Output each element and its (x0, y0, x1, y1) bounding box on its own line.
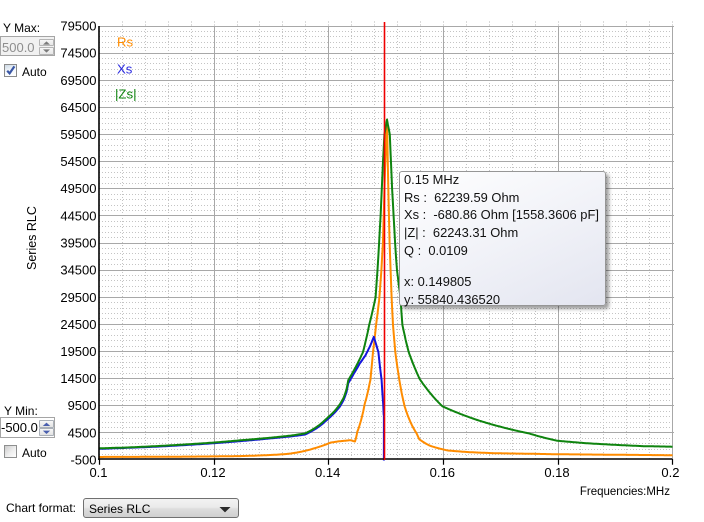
svg-text:49500: 49500 (60, 181, 96, 196)
svg-text:54500: 54500 (60, 154, 96, 169)
svg-text:0.18: 0.18 (544, 465, 569, 480)
svg-text:34500: 34500 (60, 263, 96, 278)
svg-text:19500: 19500 (60, 344, 96, 359)
svg-text:29500: 29500 (60, 290, 96, 305)
svg-text:24500: 24500 (60, 317, 96, 332)
svg-text:0.16: 0.16 (430, 465, 455, 480)
svg-text:Xs: Xs (117, 62, 133, 77)
svg-text:74500: 74500 (60, 46, 96, 61)
svg-text:14500: 14500 (60, 371, 96, 386)
svg-text:Frequencies:MHz: Frequencies:MHz (580, 486, 670, 498)
svg-text:39500: 39500 (60, 236, 96, 251)
svg-text:-500: -500 (70, 453, 96, 468)
svg-text:0.2: 0.2 (661, 465, 679, 480)
svg-text:0.14: 0.14 (315, 465, 340, 480)
svg-text:69500: 69500 (60, 73, 96, 88)
svg-text:Rs: Rs (117, 35, 134, 50)
svg-text:64500: 64500 (60, 100, 96, 115)
svg-text:9500: 9500 (68, 398, 97, 413)
svg-text:59500: 59500 (60, 127, 96, 142)
svg-text:|Zs|: |Zs| (115, 87, 137, 102)
svg-text:0.12: 0.12 (200, 465, 225, 480)
svg-text:44500: 44500 (60, 208, 96, 223)
svg-text:4500: 4500 (68, 425, 97, 440)
svg-text:0.1: 0.1 (89, 465, 107, 480)
svg-text:79500: 79500 (60, 19, 96, 34)
